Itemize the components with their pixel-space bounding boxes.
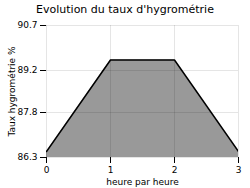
svg-text:0: 0 xyxy=(44,165,50,175)
svg-text:89.2: 89.2 xyxy=(17,65,37,75)
svg-text:2: 2 xyxy=(172,165,178,175)
svg-text:90.7: 90.7 xyxy=(17,20,37,30)
svg-text:87.8: 87.8 xyxy=(17,107,37,117)
svg-text:3: 3 xyxy=(236,165,242,175)
svg-text:86.3: 86.3 xyxy=(17,152,37,162)
html-text:Evolution du taux d'hygrométri: Evolution du taux d'hygrométrie xyxy=(36,3,214,16)
svg-text:1: 1 xyxy=(108,165,114,175)
svg-text:Taux hygrométrie %: Taux hygrométrie % xyxy=(7,46,17,138)
svg-text:heure par heure: heure par heure xyxy=(106,177,179,187)
